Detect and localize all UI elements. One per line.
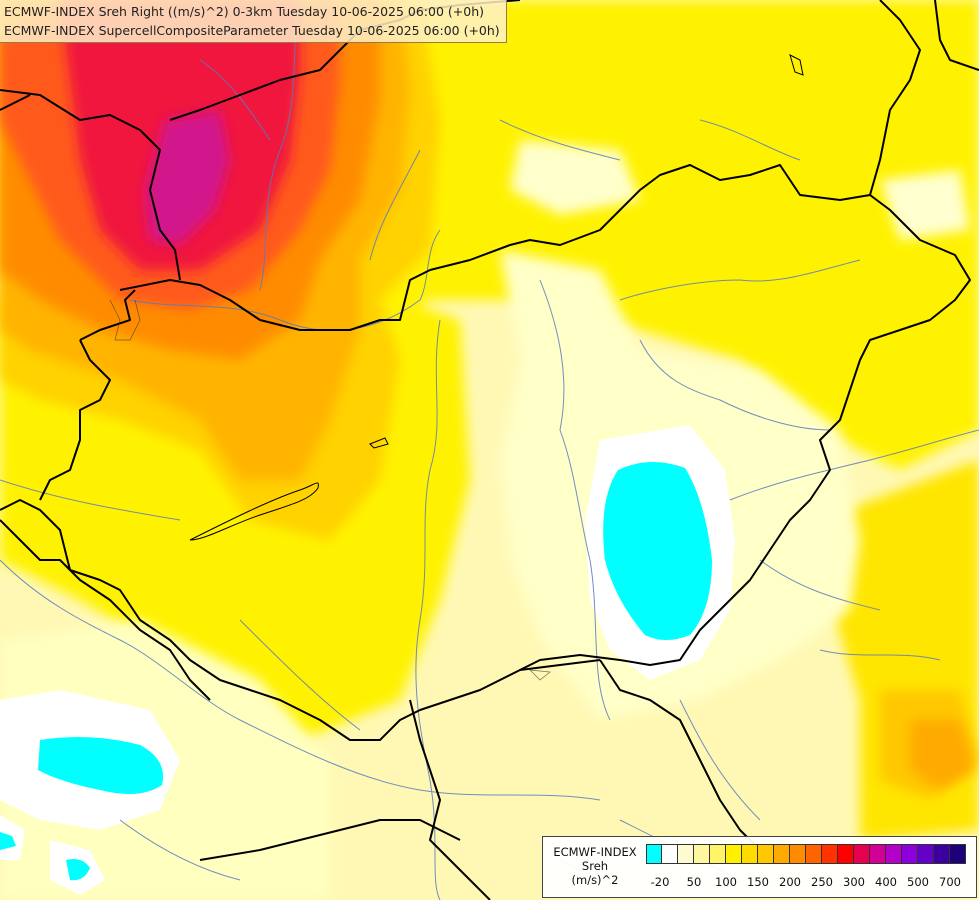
legend-swatch	[902, 844, 918, 864]
legend-swatch	[662, 844, 678, 864]
legend-tick-label: 150	[747, 875, 769, 889]
legend-title-model: ECMWF-INDEX	[553, 845, 637, 859]
legend-tick-label: 200	[779, 875, 801, 889]
legend-swatch	[918, 844, 934, 864]
legend-swatch	[694, 844, 710, 864]
legend-tick-label: 100	[715, 875, 737, 889]
sreh-fill-cyan	[0, 461, 712, 881]
legend-title-unit: (m/s)^2	[571, 873, 619, 887]
lake-balaton	[189, 482, 319, 541]
legend-title-param: Sreh	[581, 859, 609, 873]
color-legend: ECMWF-INDEX Sreh (m/s)^2 -20 50 100 150 200 2…	[542, 836, 977, 898]
legend-tick-label: 500	[907, 875, 929, 889]
legend-tick-label: 400	[875, 875, 897, 889]
sreh-fill-magenta	[145, 110, 230, 245]
legend-tick-label: 50	[686, 875, 702, 889]
legend-tick-label: -20	[650, 875, 670, 889]
legend-swatch	[758, 844, 774, 864]
legend-ticks: -20 50 100 150 200 250 300 400 500 700	[646, 875, 976, 889]
title-line-sreh: ECMWF-INDEX Sreh Right ((m/s)^2) 0-3km T…	[4, 4, 484, 19]
legend-swatch	[790, 844, 806, 864]
small-lake-north	[789, 54, 804, 76]
legend-swatch	[870, 844, 886, 864]
legend-swatch	[806, 844, 822, 864]
legend-swatch	[726, 844, 742, 864]
legend-swatch	[774, 844, 790, 864]
small-lake	[369, 437, 389, 449]
legend-swatch	[646, 844, 662, 864]
legend-swatch	[710, 844, 726, 864]
legend-swatch	[950, 844, 966, 864]
legend-swatch	[854, 844, 870, 864]
map-title-box: ECMWF-INDEX Sreh Right ((m/s)^2) 0-3km T…	[0, 0, 507, 43]
legend-swatch	[822, 844, 838, 864]
legend-swatches	[646, 844, 966, 864]
legend-tick-label: 700	[939, 875, 961, 889]
legend-tick-label: 300	[843, 875, 865, 889]
legend-swatch	[742, 844, 758, 864]
legend-swatch	[934, 844, 950, 864]
title-line-scp: ECMWF-INDEX SupercellCompositeParameter …	[4, 23, 500, 38]
legend-swatch	[838, 844, 854, 864]
legend-swatch	[886, 844, 902, 864]
legend-swatch	[678, 844, 694, 864]
legend-title: ECMWF-INDEX Sreh (m/s)^2	[543, 845, 647, 887]
legend-tick-label: 250	[811, 875, 833, 889]
